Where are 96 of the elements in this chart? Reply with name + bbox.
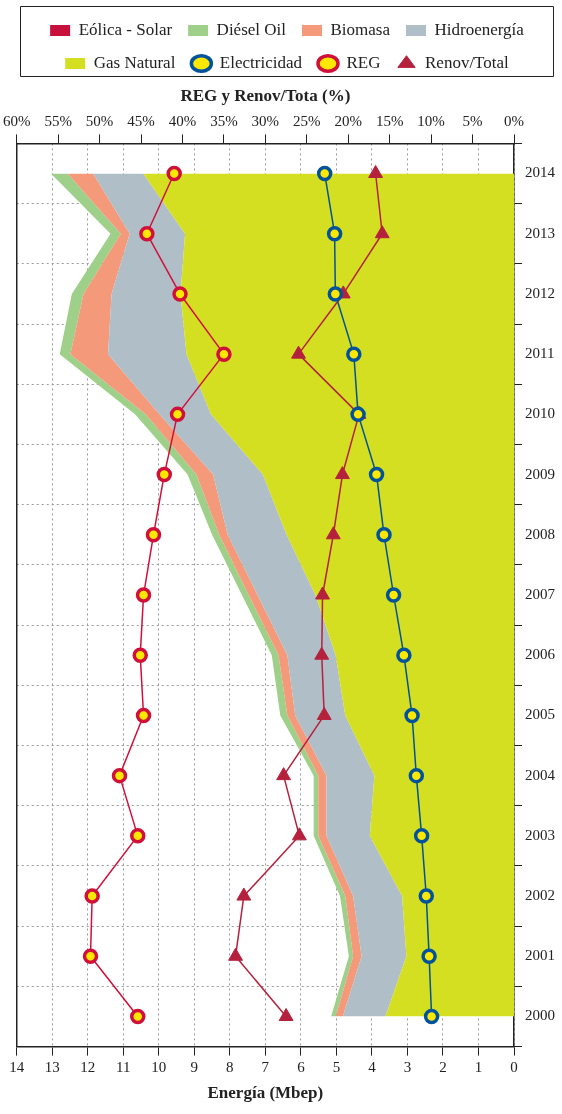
y-tick-label: 2005 bbox=[525, 706, 555, 723]
x2-tick-label: 30% bbox=[251, 113, 280, 130]
point bbox=[278, 1007, 294, 1021]
point bbox=[346, 346, 362, 362]
point bbox=[396, 647, 412, 663]
y-tick-label: 2013 bbox=[525, 224, 555, 241]
x-tick-label: 12 bbox=[80, 1058, 96, 1075]
point bbox=[236, 887, 252, 901]
x2-tick-label: 5% bbox=[462, 113, 483, 130]
x-tick-label: 4 bbox=[368, 1058, 377, 1075]
point bbox=[335, 466, 350, 480]
point bbox=[135, 707, 152, 724]
point bbox=[145, 527, 162, 543]
point bbox=[385, 587, 402, 603]
y-tick-label: 2006 bbox=[525, 646, 556, 663]
point bbox=[408, 767, 425, 784]
legend-label: Gas Natural bbox=[93, 52, 176, 72]
y-tick-label: 2011 bbox=[525, 345, 555, 362]
x-tick-label: 9 bbox=[190, 1058, 199, 1075]
legend-label: Renov/Total bbox=[424, 52, 510, 72]
legend-label: Eólica - Solar bbox=[78, 19, 173, 39]
point bbox=[169, 406, 186, 423]
x-tick-label: 8 bbox=[226, 1058, 234, 1075]
point bbox=[368, 466, 385, 483]
point bbox=[314, 646, 330, 660]
x-axis-title: Energía (Mbep) bbox=[207, 1083, 324, 1103]
x-tick-label: 0 bbox=[510, 1058, 518, 1075]
point bbox=[291, 345, 306, 359]
point bbox=[421, 948, 437, 965]
point bbox=[132, 647, 148, 663]
point bbox=[423, 1008, 440, 1025]
point bbox=[374, 225, 390, 239]
point bbox=[316, 165, 333, 182]
y-tick-label: 2014 bbox=[525, 164, 556, 181]
point bbox=[327, 286, 344, 302]
point bbox=[316, 706, 332, 720]
x-tick-label: 14 bbox=[9, 1058, 25, 1075]
x-tick-label: 11 bbox=[116, 1058, 131, 1075]
x2-tick-label: 25% bbox=[293, 113, 321, 130]
y-tick-label: 2003 bbox=[525, 826, 555, 843]
x-tick-label: 10 bbox=[151, 1058, 167, 1075]
point bbox=[172, 286, 188, 302]
point bbox=[228, 947, 243, 961]
x2-tick-label: 40% bbox=[168, 113, 197, 130]
point bbox=[84, 888, 100, 904]
y-tick-label: 2001 bbox=[525, 947, 555, 964]
x2-tick-label: 10% bbox=[417, 113, 445, 130]
point bbox=[111, 767, 128, 784]
x-tick-label: 6 bbox=[297, 1058, 306, 1075]
y-tick-label: 2000 bbox=[525, 1007, 555, 1024]
point bbox=[166, 165, 182, 182]
y-tick-label: 2002 bbox=[525, 887, 555, 903]
point bbox=[130, 1008, 146, 1025]
legend-label: Diésel Oil bbox=[216, 19, 287, 39]
point bbox=[315, 586, 330, 600]
x2-tick-label: 15% bbox=[375, 113, 404, 130]
legend-label: REG bbox=[346, 52, 381, 72]
x-tick-label: 1 bbox=[474, 1058, 483, 1075]
x2-tick-label: 45% bbox=[127, 113, 155, 130]
legend-label: Electricidad bbox=[219, 52, 303, 72]
y-tick-label: 2007 bbox=[525, 585, 556, 602]
y-tick-label: 2010 bbox=[525, 405, 555, 422]
x-tick-label: 5 bbox=[332, 1058, 341, 1075]
x2-tick-label: 0% bbox=[504, 113, 524, 130]
point bbox=[404, 707, 420, 724]
x2-tick-label: 50% bbox=[85, 113, 114, 130]
x2-tick-label: 55% bbox=[44, 113, 72, 130]
point bbox=[216, 346, 232, 362]
legend-label: Hidroenergía bbox=[434, 19, 525, 39]
point bbox=[291, 827, 307, 841]
y-tick-label: 2009 bbox=[525, 465, 555, 482]
x-tick-label: 7 bbox=[261, 1058, 270, 1075]
point bbox=[413, 828, 430, 844]
point bbox=[418, 888, 435, 904]
point bbox=[135, 587, 152, 603]
x2-axis-title: REG y Renov/Tota (%) bbox=[180, 85, 351, 105]
point bbox=[156, 466, 173, 483]
point bbox=[350, 406, 366, 423]
point bbox=[130, 828, 146, 844]
legend-label: Biomasa bbox=[330, 19, 391, 39]
y-tick-label: 2004 bbox=[525, 766, 556, 783]
point bbox=[368, 165, 384, 179]
point bbox=[276, 767, 292, 781]
x2-tick-label: 35% bbox=[210, 113, 238, 130]
x2-tick-label: 60% bbox=[3, 113, 31, 130]
point bbox=[325, 526, 341, 540]
point bbox=[376, 527, 392, 543]
y-tick-label: 2008 bbox=[525, 525, 555, 542]
x2-tick-label: 20% bbox=[334, 113, 362, 130]
point bbox=[139, 225, 155, 242]
point bbox=[82, 948, 99, 965]
x-tick-label: 3 bbox=[403, 1058, 412, 1075]
y-tick-label: 2012 bbox=[525, 284, 555, 301]
x-tick-label: 13 bbox=[44, 1058, 60, 1075]
point bbox=[326, 225, 343, 242]
x-tick-label: 2 bbox=[439, 1058, 447, 1075]
